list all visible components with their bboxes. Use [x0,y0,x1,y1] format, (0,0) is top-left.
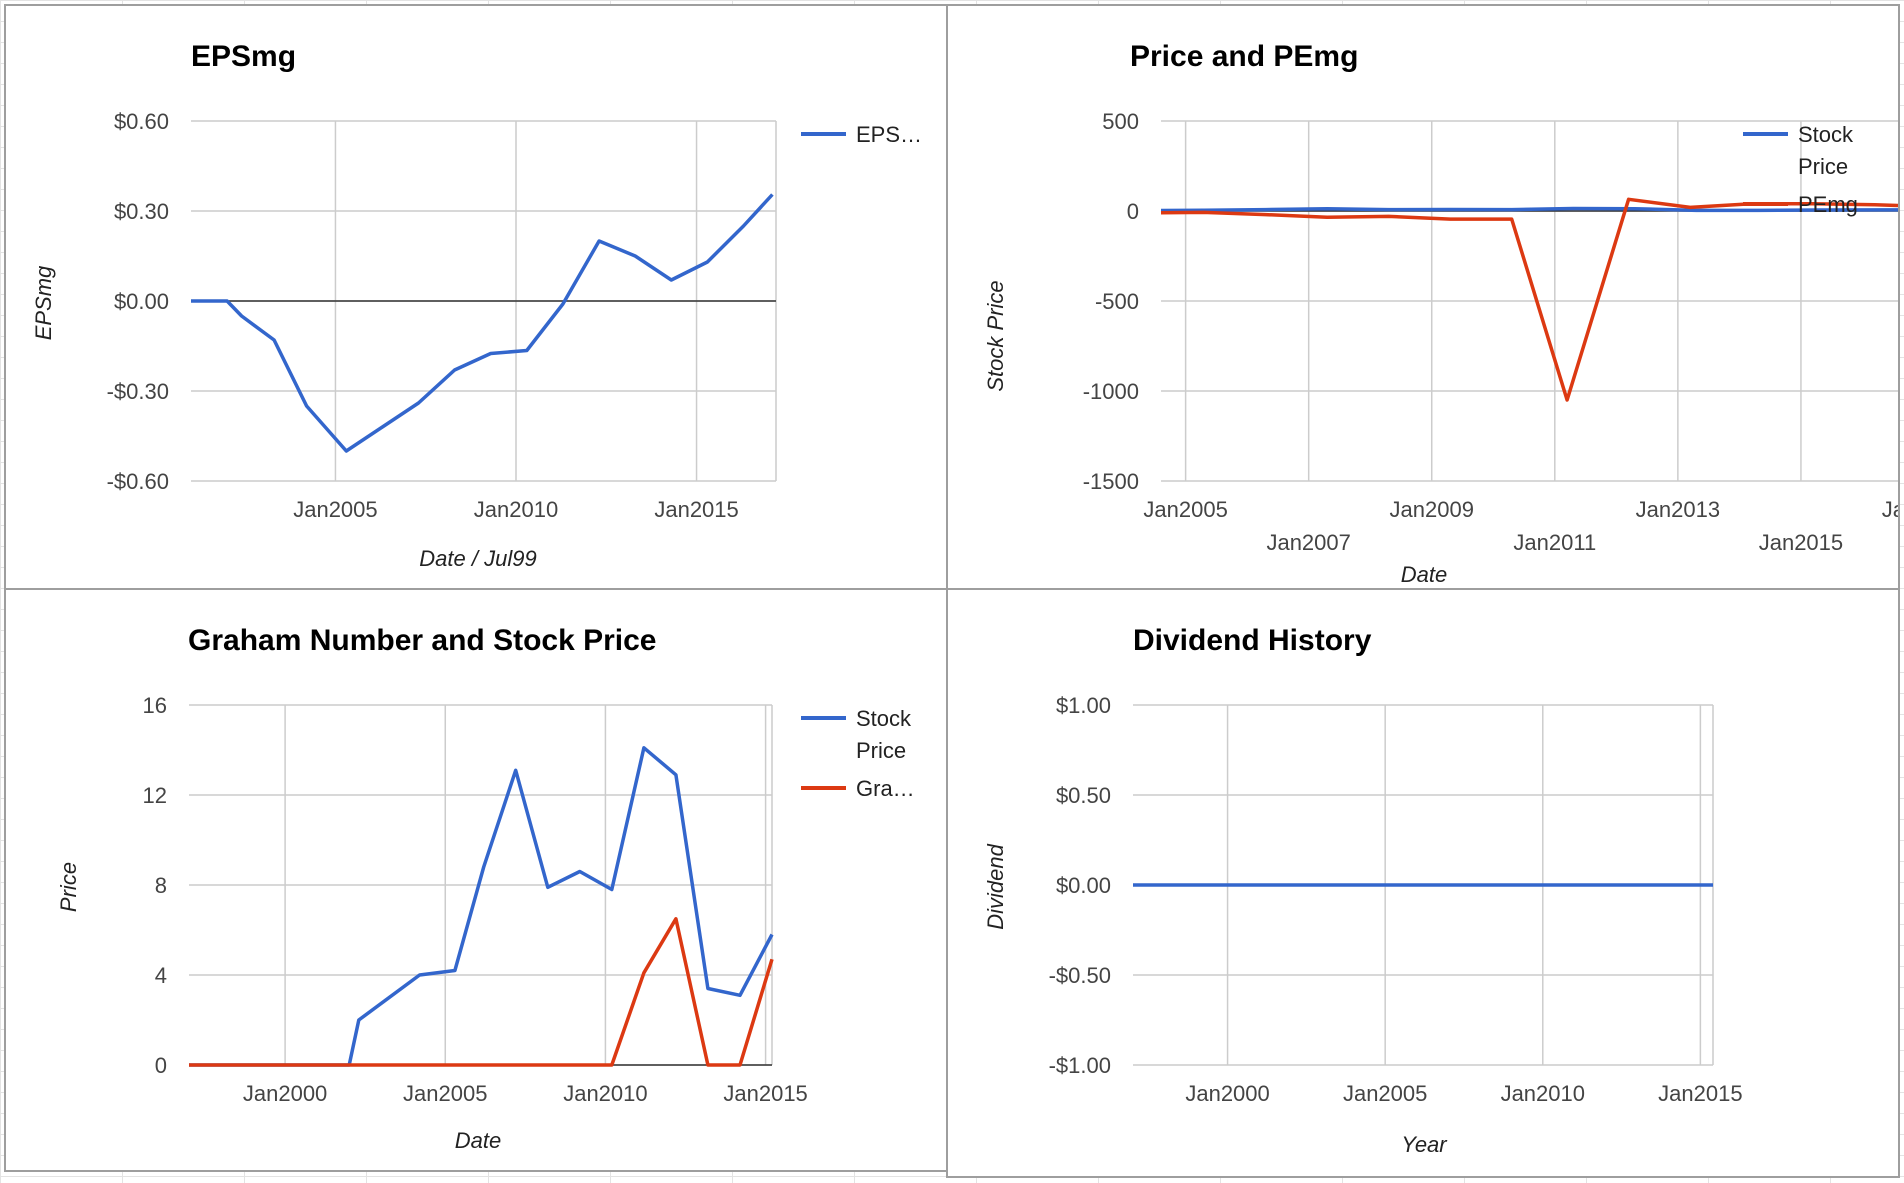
y-tick-label: -1000 [1083,379,1139,404]
x-tick-label: Jan2017 [1882,497,1898,522]
chart-title: Dividend History [1133,624,1372,657]
legend-label: Gra… [856,776,915,801]
dividend-history-chart-panel: Dividend History $1.00 $0.50 $0.00 -$0.50 -$1… [946,588,1900,1178]
y-tick-label: $0.30 [114,199,169,224]
y-tick-label: $1.00 [1056,693,1111,718]
x-tick-label: Jan2013 [1636,497,1720,522]
y-tick-label: -$1.00 [1049,1053,1111,1078]
y-tick-label: -500 [1095,289,1139,314]
legend-label: Stock Price [856,706,912,763]
x-axis-title: Date [455,1128,501,1153]
x-tick-label: Jan2010 [563,1081,647,1106]
x-tick-label: Jan2015 [1658,1081,1742,1106]
y-axis-title: Price [56,862,81,912]
x-tick-label: Jan2007 [1266,530,1350,555]
legend-label: EPS… [856,122,922,147]
x-tick-label: Jan2015 [1759,530,1843,555]
y-axis-title: Dividend [983,843,1008,929]
legend-label: PEmg [1798,192,1858,217]
y-tick-label: 16 [143,693,167,718]
graham-number-chart: Graham Number and Stock Price 16 12 8 4 0 Jan2… [56,624,915,1153]
x-tick-label: Jan2005 [1143,497,1227,522]
y-tick-label: 8 [155,873,167,898]
x-axis-title: Date [1401,562,1447,587]
y-tick-label: $0.00 [114,289,169,314]
price-pemg-chart-panel: Price and PEmg 500 0 -500 -1000 -1500 Jan2005 J… [946,4,1900,590]
x-tick-label: Jan2000 [243,1081,327,1106]
x-tick-label: Jan2015 [654,497,738,522]
y-axis-title: EPSmg [31,265,56,340]
x-tick-label: Jan2000 [1185,1081,1269,1106]
series-line-stock-price [189,746,774,1067]
y-tick-label: -$0.50 [1049,963,1111,988]
y-tick-label: 4 [155,963,167,988]
y-tick-label: $0.60 [114,109,169,134]
chart-title: EPSmg [191,40,296,73]
series-line-pemg [1160,197,1898,402]
chart-title: Graham Number and Stock Price [188,624,657,657]
y-axis-title: Stock Price [983,280,1008,391]
x-tick-label: Jan2011 [1513,530,1596,555]
x-tick-label: Jan2009 [1390,497,1474,522]
y-tick-label: -$0.60 [107,469,169,494]
y-tick-label: -1500 [1083,469,1139,494]
legend-label: Stock Price [1798,122,1854,179]
x-axis-title: Date / Jul99 [419,546,536,571]
x-tick-label: Jan2015 [723,1081,807,1106]
y-tick-label: $0.00 [1056,873,1111,898]
x-tick-label: Jan2005 [293,497,377,522]
x-tick-label: Jan2010 [1501,1081,1585,1106]
chart-title: Price and PEmg [1130,40,1358,73]
epsmg-chart-panel: EPSmg $0.60 $0.30 $0.00 -$0.30 -$0.60 Jan2005 J… [4,4,948,590]
y-tick-label: 500 [1102,109,1139,134]
series-line-epsmg [191,193,774,453]
y-tick-label: -$0.30 [107,379,169,404]
y-tick-label: 12 [143,783,167,808]
series-line-stock-price [1160,206,1898,213]
series-line-graham-number [189,917,774,1067]
dividend-history-chart: Dividend History $1.00 $0.50 $0.00 -$0.50 -$1… [983,624,1743,1157]
x-tick-label: Jan2005 [1343,1081,1427,1106]
graham-number-chart-panel: Graham Number and Stock Price 16 12 8 4 0 Jan2… [4,588,948,1172]
y-tick-label: 0 [1127,199,1139,224]
epsmg-chart: EPSmg $0.60 $0.30 $0.00 -$0.30 -$0.60 Jan2005 J… [31,40,922,571]
y-tick-label: 0 [155,1053,167,1078]
y-tick-label: $0.50 [1056,783,1111,808]
x-tick-label: Jan2010 [474,497,558,522]
x-axis-title: Year [1401,1132,1448,1157]
x-tick-label: Jan2005 [403,1081,487,1106]
